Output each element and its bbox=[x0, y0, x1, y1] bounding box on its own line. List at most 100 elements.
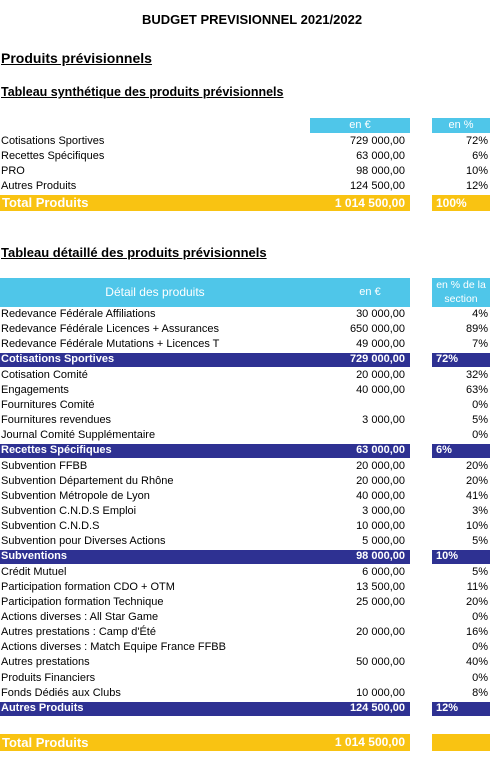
row-label: Autres prestations : Camp d'Été bbox=[1, 626, 156, 639]
row-label: PRO bbox=[1, 165, 25, 177]
subtotal-percent: 10% bbox=[436, 550, 459, 563]
cell-background bbox=[432, 444, 490, 459]
cell-background bbox=[432, 550, 490, 565]
percent: 5% bbox=[472, 414, 488, 427]
percent: 3% bbox=[472, 504, 488, 517]
total-amount: 1 014 500,00 bbox=[334, 196, 405, 210]
percent: 6% bbox=[472, 150, 488, 162]
amount: 13 500,00 bbox=[356, 580, 405, 593]
subtotal-amount: 124 500,00 bbox=[349, 701, 405, 714]
percent: 0% bbox=[472, 671, 488, 684]
row-label: Subvention C.N.D.S Emploi bbox=[1, 504, 137, 517]
row-label: Participation formation CDO + OTM bbox=[1, 580, 175, 593]
amount: 3 000,00 bbox=[362, 414, 405, 427]
percent: 12% bbox=[465, 180, 488, 192]
row-label: Journal Comité Supplémentaire bbox=[1, 429, 156, 442]
subtotal-amount: 98 000,00 bbox=[356, 550, 405, 563]
percent: 32% bbox=[465, 368, 488, 381]
header-cell: en % bbox=[448, 119, 474, 131]
title: BUDGET PREVISIONNEL 2021/2022 bbox=[141, 12, 363, 27]
total-label: Total Produits bbox=[2, 195, 89, 210]
cell-background bbox=[432, 701, 490, 716]
row-label: Cotisations Sportives bbox=[1, 135, 105, 147]
amount: 98 000,00 bbox=[356, 165, 405, 177]
section-title: Produits prévisionnels bbox=[1, 50, 152, 66]
subtotal-percent: 6% bbox=[436, 444, 452, 457]
row-label: Redevance Fédérale Licences + Assurances bbox=[1, 323, 219, 336]
percent: 5% bbox=[472, 535, 488, 548]
subtotal-label: Autres Produits bbox=[1, 701, 84, 714]
percent: 10% bbox=[465, 165, 488, 177]
cell-background bbox=[0, 353, 410, 368]
header-cell: Détail des produits bbox=[105, 285, 205, 299]
percent: 63% bbox=[465, 383, 488, 396]
subtotal-label: Subventions bbox=[1, 550, 68, 563]
total-label: Total Produits bbox=[2, 735, 89, 750]
amount: 63 000,00 bbox=[356, 150, 405, 162]
cell-background bbox=[432, 734, 490, 751]
row-label: Actions diverses : Match Equipe France F… bbox=[1, 641, 226, 654]
detail-title: Tableau détaillé des produits prévisionn… bbox=[1, 245, 267, 260]
cell-background bbox=[0, 701, 410, 716]
row-label: Subvention Département du Rhône bbox=[1, 474, 174, 487]
percent: 8% bbox=[472, 686, 488, 699]
cell-background bbox=[432, 118, 490, 133]
percent: 0% bbox=[472, 429, 488, 442]
percent: 20% bbox=[465, 459, 488, 472]
row-label: Participation formation Technique bbox=[1, 595, 164, 608]
cell-background bbox=[0, 734, 410, 751]
amount: 20 000,00 bbox=[356, 474, 405, 487]
percent: 0% bbox=[472, 611, 488, 623]
percent: 20% bbox=[465, 474, 488, 487]
row-label: Redevance Fédérale Mutations + Licences … bbox=[1, 338, 220, 351]
row-label: Subvention FFBB bbox=[1, 459, 88, 472]
percent: 11% bbox=[466, 580, 488, 593]
percent: 40% bbox=[465, 656, 488, 669]
header-cell: en € bbox=[349, 119, 371, 131]
amount: 124 500,00 bbox=[349, 180, 405, 192]
cell-background bbox=[432, 195, 490, 211]
percent: 89% bbox=[465, 323, 488, 336]
percent: 16% bbox=[465, 626, 488, 639]
row-label: Redevance Fédérale Affiliations bbox=[1, 308, 156, 320]
total-amount: 1 014 500,00 bbox=[334, 735, 405, 749]
row-label: Subvention pour Diverses Actions bbox=[1, 535, 166, 548]
header-cell: en % de la section bbox=[436, 279, 486, 305]
subtotal-percent: 72% bbox=[436, 353, 459, 366]
cell-background bbox=[432, 353, 490, 368]
amount: 40 000,00 bbox=[356, 383, 405, 396]
amount: 650 000,00 bbox=[349, 323, 405, 336]
header-cell: en € bbox=[359, 286, 381, 298]
percent: 41% bbox=[465, 489, 488, 502]
cell-background bbox=[0, 278, 410, 307]
row-label: Subvention C.N.D.S bbox=[1, 520, 100, 533]
amount: 20 000,00 bbox=[356, 368, 405, 381]
row-label: Crédit Mutuel bbox=[1, 565, 67, 578]
amount: 6 000,00 bbox=[362, 565, 405, 578]
row-label: Produits Financiers bbox=[1, 671, 96, 684]
percent: 0% bbox=[472, 641, 488, 654]
amount: 10 000,00 bbox=[356, 520, 405, 533]
row-label: Fonds Dédiés aux Clubs bbox=[1, 686, 121, 699]
row-label: Subvention Métropole de Lyon bbox=[1, 489, 150, 502]
amount: 5 000,00 bbox=[362, 535, 405, 548]
amount: 49 000,00 bbox=[356, 338, 405, 351]
percent: 4% bbox=[472, 308, 488, 320]
row-label: Autres prestations bbox=[1, 656, 90, 669]
total-percent: 100% bbox=[436, 196, 467, 210]
amount: 729 000,00 bbox=[349, 135, 405, 147]
amount: 20 000,00 bbox=[356, 626, 405, 639]
percent: 10% bbox=[465, 520, 488, 533]
cell-background bbox=[310, 118, 410, 133]
percent: 7% bbox=[472, 338, 488, 351]
percent: 20% bbox=[465, 595, 488, 608]
percent: 72% bbox=[465, 135, 488, 147]
amount: 10 000,00 bbox=[356, 686, 405, 699]
amount: 25 000,00 bbox=[356, 595, 405, 608]
subtotal-label: Cotisations Sportives bbox=[1, 353, 115, 366]
row-label: Recettes Spécifiques bbox=[1, 150, 105, 162]
row-label: Autres Produits bbox=[1, 180, 77, 192]
amount: 40 000,00 bbox=[356, 489, 405, 502]
subtotal-label: Recettes Spécifiques bbox=[1, 444, 112, 457]
